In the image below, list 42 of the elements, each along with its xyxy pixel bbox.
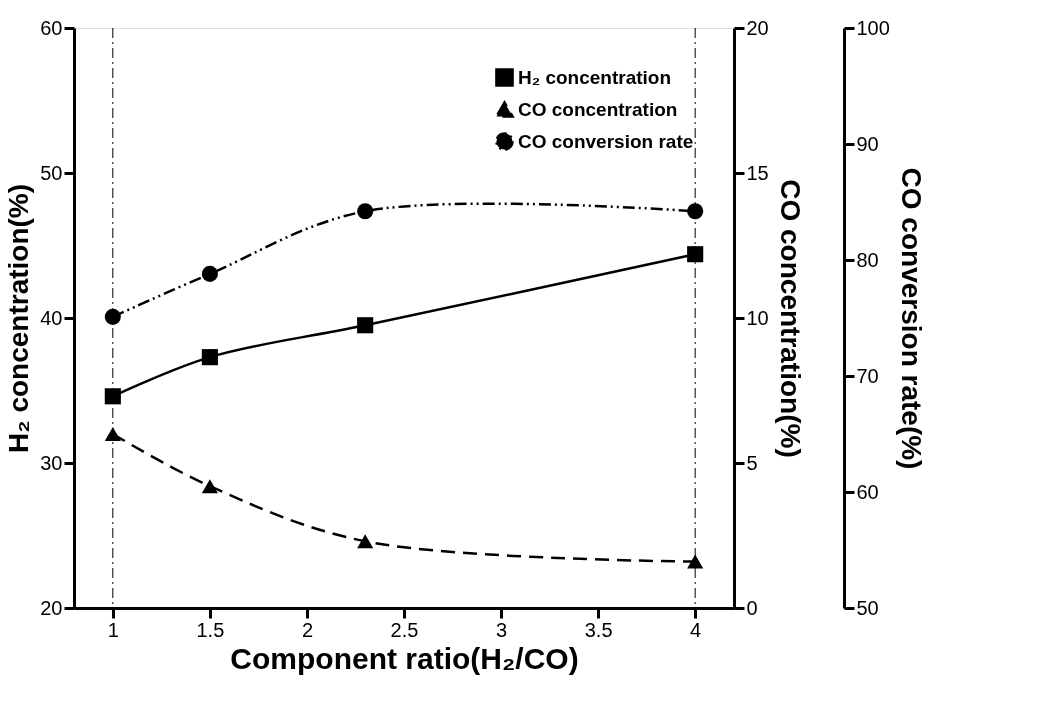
point xyxy=(104,388,121,405)
y2-tick-label: 5 xyxy=(746,451,758,474)
x-tick-label: 3 xyxy=(496,618,508,641)
y-tick-label: 20 xyxy=(40,596,63,619)
y-tick-label: 50 xyxy=(40,161,63,184)
y3-tick-label: 90 xyxy=(856,132,879,155)
x-tick-label: 2 xyxy=(301,618,313,641)
point xyxy=(201,479,218,494)
y-tick-label: 30 xyxy=(40,451,63,474)
legend-label: CO conversion rate xyxy=(518,130,694,152)
point xyxy=(687,203,704,220)
x-tick-label: 1.5 xyxy=(196,618,225,641)
point xyxy=(687,246,704,263)
x-tick-label: 1 xyxy=(107,618,119,641)
y2-tick-label: 15 xyxy=(746,161,769,184)
y-tick-label: 40 xyxy=(40,306,63,329)
y3-tick-label: 80 xyxy=(856,248,879,271)
y-axis-title: H₂ concentration(%) xyxy=(3,183,35,454)
point xyxy=(104,427,121,441)
y3-tick-label: 60 xyxy=(856,480,879,503)
x-tick-label: 2.5 xyxy=(390,618,419,641)
y2-axis-title: CO concentration(%) xyxy=(774,179,806,458)
x-axis-title: Component ratio(H₂/CO) xyxy=(230,641,579,675)
y2-tick-label: 20 xyxy=(746,16,769,39)
y3-axis-title: CO conversion rate(%) xyxy=(895,167,927,470)
y2-tick-label: 0 xyxy=(746,596,758,619)
x-tick-label: 4 xyxy=(690,618,702,641)
point xyxy=(357,203,374,220)
point xyxy=(357,534,374,549)
point xyxy=(687,554,704,569)
legend-label: CO concentration xyxy=(518,98,678,120)
point xyxy=(104,308,121,325)
y3-tick-label: 100 xyxy=(856,16,890,39)
legend-label: H₂ concentration xyxy=(518,66,672,88)
point xyxy=(201,349,218,366)
y-tick-label: 60 xyxy=(40,16,63,39)
y2-tick-label: 10 xyxy=(746,306,769,329)
y3-tick-label: 70 xyxy=(856,364,879,387)
point xyxy=(201,265,218,282)
y3-tick-label: 50 xyxy=(856,596,879,619)
point xyxy=(357,317,374,334)
x-tick-label: 3.5 xyxy=(584,618,613,641)
